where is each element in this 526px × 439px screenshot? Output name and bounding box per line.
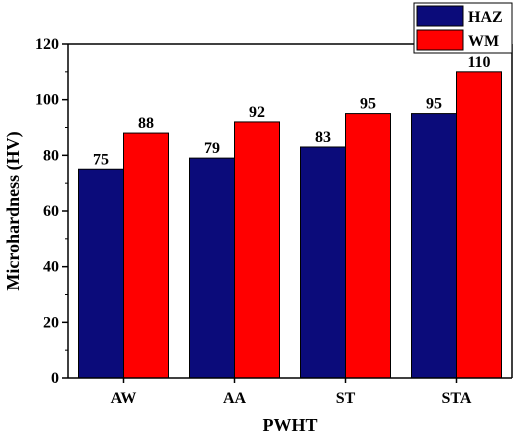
x-tick-label-aw: AW [111, 390, 137, 407]
bar-haz-st [300, 146, 346, 379]
value-label-wm-aa: 92 [249, 104, 265, 121]
y-tick-label-40: 40 [43, 259, 59, 276]
bar-wm-sta [456, 71, 502, 379]
value-labels-group: 75 88 79 92 83 95 95 110 [93, 54, 491, 168]
bars-group [78, 71, 502, 379]
bar-wm-aa [234, 121, 280, 379]
value-label-haz-aa: 79 [204, 140, 220, 157]
legend-label-haz: HAZ [468, 9, 503, 26]
value-label-haz-sta: 95 [426, 96, 442, 113]
y-tick-label-20: 20 [43, 314, 59, 331]
x-tick-label-st: ST [336, 390, 356, 407]
bar-wm-st [345, 113, 391, 379]
value-label-wm-st: 95 [360, 96, 376, 113]
x-axis-title: PWHT [262, 415, 317, 435]
x-tick-label-aa: AA [223, 390, 247, 407]
value-label-wm-sta: 110 [467, 54, 490, 71]
bar-wm-aw [123, 132, 169, 379]
y-tick-label-80: 80 [43, 147, 59, 164]
y-axis-title: Microhardness (HV) [3, 131, 24, 290]
y-tick-label-60: 60 [43, 203, 59, 220]
bar-haz-aa [189, 157, 235, 379]
value-label-wm-aw: 88 [138, 115, 154, 132]
y-tick-label-120: 120 [35, 36, 59, 53]
value-label-haz-st: 83 [315, 129, 331, 146]
bar-haz-aw [78, 168, 124, 379]
legend-label-wm: WM [468, 33, 499, 50]
x-tick-label-sta: STA [442, 390, 472, 407]
y-tick-label-0: 0 [51, 370, 59, 387]
axes-group: AW AA ST STA 0 20 40 60 80 100 120 [35, 36, 513, 407]
legend-swatch-haz [416, 5, 464, 27]
value-label-haz-aw: 75 [93, 151, 109, 168]
y-tick-label-100: 100 [35, 92, 59, 109]
legend-swatch-wm [416, 29, 464, 51]
bar-haz-sta [411, 113, 457, 379]
legend: HAZ WM [413, 2, 513, 54]
